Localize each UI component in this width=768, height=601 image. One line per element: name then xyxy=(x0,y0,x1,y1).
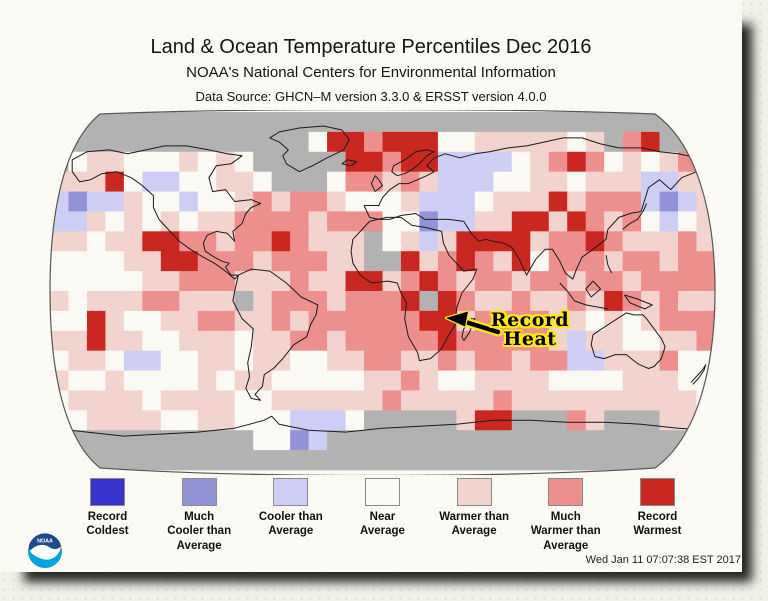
report-card: Land & Ocean Temperature Percentiles Dec… xyxy=(0,0,742,572)
page-title: Land & Ocean Temperature Percentiles Dec… xyxy=(150,36,592,58)
legend-item: Record Coldest xyxy=(62,478,153,558)
legend-label: Warmer than Average xyxy=(439,511,510,538)
noaa-logo: NOAA xyxy=(27,532,63,568)
record-heat-arrow-icon xyxy=(444,310,503,337)
legend-label: Much Cooler than Average xyxy=(167,511,232,552)
legend: Record Coldest Much Cooler than Average Co… xyxy=(62,478,703,558)
world-percentile-map xyxy=(45,108,720,477)
legend-item: Near Average xyxy=(337,478,428,558)
legend-label: Cooler than Average xyxy=(258,511,323,538)
legend-item: Much Cooler than Average xyxy=(154,478,245,558)
legend-label: Near Average xyxy=(359,511,405,538)
map-outline xyxy=(49,108,716,477)
coastline-outlines xyxy=(53,125,714,437)
legend-label: Much Warmer than Average xyxy=(530,511,601,552)
legend-label: Record Warmest xyxy=(633,511,682,538)
page-subtitle: NOAA's National Centers for Environmenta… xyxy=(186,64,556,81)
legend-swatch xyxy=(548,478,584,506)
robinson-map-svg xyxy=(49,108,716,477)
legend-item: Record Warmest xyxy=(612,478,703,558)
noaa-logo-text: NOAA xyxy=(37,538,53,544)
legend-swatch xyxy=(456,478,492,506)
record-heat-label: Record Heat xyxy=(490,309,570,351)
legend-swatch xyxy=(639,478,675,506)
grid-cells xyxy=(50,112,715,471)
legend-swatch xyxy=(273,478,309,506)
legend-item: Warmer than Average xyxy=(429,478,520,558)
legend-swatch xyxy=(181,478,217,506)
data-source-line: Data Source: GHCN–M version 3.3.0 & ERSS… xyxy=(195,89,547,104)
legend-item: Much Warmer than Average xyxy=(520,478,611,558)
generation-timestamp: Wed Jan 11 07:07:38 EST 2017 xyxy=(585,554,741,566)
legend-label: Record Coldest xyxy=(86,511,129,538)
legend-swatch xyxy=(90,478,125,506)
legend-swatch xyxy=(364,478,400,506)
legend-item: Cooler than Average xyxy=(245,478,336,558)
